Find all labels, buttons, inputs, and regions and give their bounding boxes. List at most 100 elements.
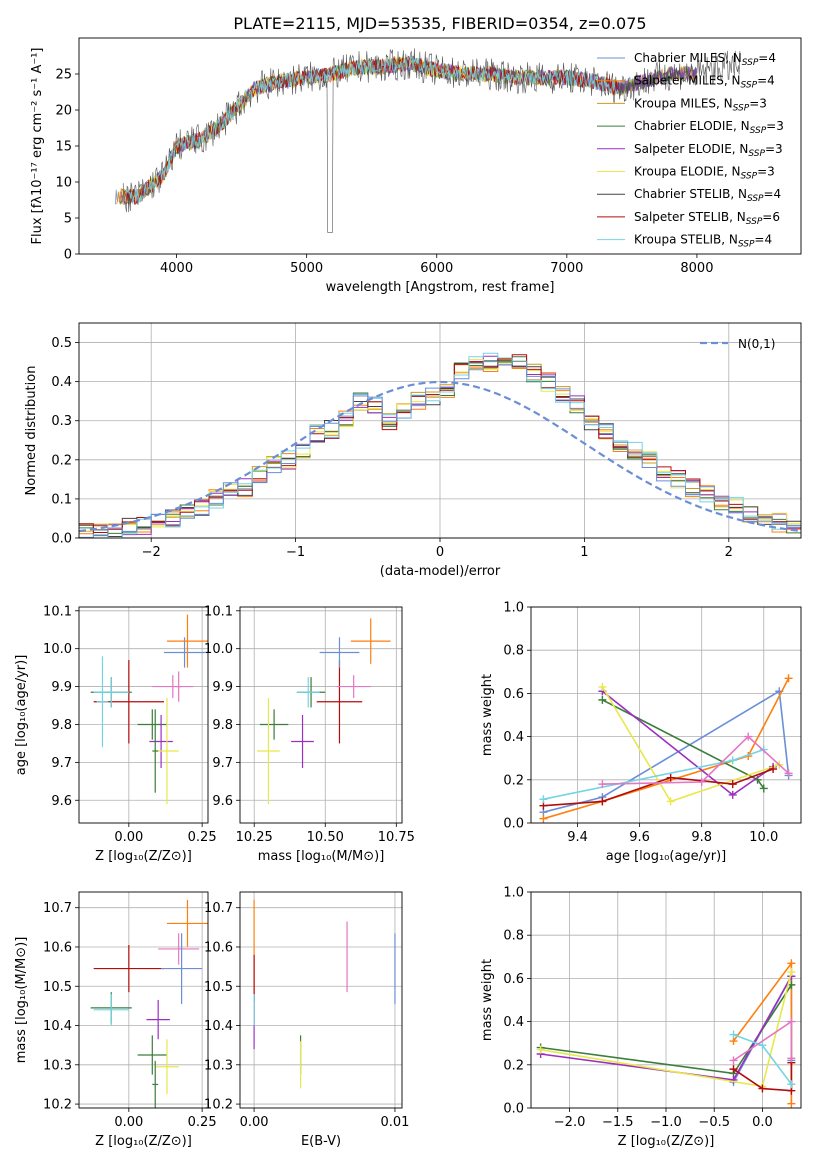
x-tick-label: −1.5 <box>602 1115 634 1130</box>
error-bar <box>93 677 129 708</box>
y-tick-label: 1.0 <box>503 601 524 616</box>
y-tick-label: 10.5 <box>204 980 233 995</box>
x-tick-label: 0.01 <box>380 1115 409 1130</box>
error-bar <box>137 1035 167 1075</box>
legend-label: Salpeter MILES, NSSP=4 <box>634 74 775 91</box>
x-axis-label: Z [log₁₀(Z/Z⊙)] <box>95 849 192 864</box>
error-bar <box>161 933 203 1004</box>
legend-label: N(0,1) <box>738 337 775 351</box>
x-axis-label: Z [log₁₀(Z/Z⊙)] <box>95 1134 192 1149</box>
weight-line <box>543 748 765 800</box>
y-tick-label: 0.0 <box>51 532 72 547</box>
error-bar <box>149 715 173 769</box>
x-axis-label: wavelength [Angstrom, rest frame] <box>326 280 555 295</box>
panel-age-vs-Z: 0.00 0.25 9.6 9.7 9.8 9.9 10.0 10.1 Z [log₁₀(Z/Z… <box>14 604 217 864</box>
y-tick-label: 10.7 <box>43 901 72 916</box>
weight-line <box>733 1062 793 1092</box>
weight-marker <box>787 1017 796 1026</box>
y-tick-label: 10.7 <box>204 901 233 916</box>
x-tick-label: 6000 <box>420 261 453 276</box>
panel-weight-vs-Z: −2.0 −1.5 −1.0 −0.5 0.0 0.0 0.2 0.4 0.6 0.8 1.0 Z [… <box>480 886 801 1149</box>
weight-line <box>602 735 790 785</box>
axes-frame <box>530 891 802 1109</box>
x-tick-label: −1 <box>286 545 305 560</box>
histogram-step <box>79 360 801 538</box>
weight-marker <box>598 695 607 704</box>
y-tick-label: 10.6 <box>43 940 72 955</box>
x-tick-label: 8000 <box>680 261 713 276</box>
y-tick-label: 0.0 <box>503 1102 524 1117</box>
weight-marker <box>598 780 607 789</box>
y-tick-label: 10.3 <box>204 1058 233 1073</box>
x-tick-label: −0.5 <box>698 1115 730 1130</box>
axes-frame <box>239 891 403 1109</box>
weight-marker <box>598 797 607 806</box>
weight-marker <box>787 959 796 968</box>
x-tick-label: 0.00 <box>114 830 143 845</box>
y-tick-label: 9.7 <box>51 756 72 771</box>
x-tick-label: 1 <box>580 545 588 560</box>
x-axis-label: age [log₁₀(age/yr)] <box>606 849 727 864</box>
x-tick-label: 0.25 <box>188 830 217 845</box>
x-tick-label: 5000 <box>290 261 323 276</box>
weight-marker <box>759 745 768 754</box>
y-tick-label: 9.6 <box>212 794 233 809</box>
weight-marker <box>728 780 737 789</box>
y-axis-label: mass weight <box>480 674 495 756</box>
plot-area <box>257 618 391 805</box>
x-axis-label: (data-model)/error <box>380 564 501 579</box>
y-tick-label: 10.1 <box>43 604 72 619</box>
y-tick-label: 0.1 <box>51 492 72 507</box>
y-tick-label: 9.8 <box>212 718 233 733</box>
error-bar <box>152 709 159 793</box>
weight-marker <box>729 1056 738 1065</box>
weight-marker <box>539 814 548 823</box>
error-bar <box>152 1060 159 1108</box>
weight-marker <box>787 1099 796 1108</box>
panel-spectrum: 4000 5000 6000 7000 8000 0 5 10 15 20 25 wavelength… <box>30 48 784 296</box>
legend-label: Salpeter STELIB, NSSP=6 <box>634 210 780 227</box>
y-tick-label: 10.1 <box>204 604 233 619</box>
y-tick-label: 0.4 <box>503 730 524 745</box>
plot-area <box>115 48 741 233</box>
error-bar <box>137 709 167 740</box>
weight-marker <box>744 732 753 741</box>
x-tick-label: 10.0 <box>749 830 778 845</box>
y-axis-label: Normed distribution <box>24 366 39 496</box>
error-bar <box>155 1039 179 1095</box>
y-tick-label: 10.4 <box>204 1019 233 1034</box>
x-tick-label: 0 <box>436 545 444 560</box>
y-tick-label: 10.0 <box>204 642 233 657</box>
legend-label: Chabrier ELODIE, NSSP=3 <box>634 119 784 136</box>
y-tick-label: 9.9 <box>51 680 72 695</box>
weight-marker <box>769 765 778 773</box>
y-tick-label: 0.0 <box>503 817 524 832</box>
error-bar <box>93 945 165 993</box>
y-axis-label: age [log₁₀(age/yr)] <box>14 655 29 776</box>
x-axis-label: mass [log₁₀(M/M⊙)] <box>258 849 385 864</box>
y-tick-label: 10 <box>55 176 72 191</box>
y-tick-label: 0.4 <box>503 1015 524 1030</box>
spectrum-line <box>125 54 619 205</box>
weight-marker <box>758 1041 767 1050</box>
y-tick-label: 0.8 <box>503 644 524 659</box>
legend-label: Chabrier MILES, NSSP=4 <box>634 51 776 68</box>
weight-marker <box>759 784 768 793</box>
y-tick-label: 0.3 <box>51 414 72 429</box>
panel-residuals: −2 −1 0 1 2 0.0 0.1 0.2 0.3 0.4 0.5 (data-model)/er… <box>24 323 801 579</box>
x-tick-label: 0.25 <box>188 1115 217 1130</box>
weight-marker <box>784 769 793 778</box>
y-tick-label: 0.2 <box>503 773 524 788</box>
error-bar <box>175 671 182 702</box>
plot-area <box>539 674 793 823</box>
error-bar <box>93 994 129 1026</box>
x-tick-label: 10.50 <box>307 830 344 845</box>
legend-label: Chabrier STELIB, NSSP=4 <box>634 187 781 204</box>
gaussian-curve <box>79 380 801 533</box>
y-tick-label: 0.4 <box>51 375 72 390</box>
error-bar <box>296 677 320 708</box>
error-bar <box>319 637 360 668</box>
y-tick-label: 0 <box>64 248 72 263</box>
y-tick-label: 0.2 <box>503 1058 524 1073</box>
x-axis-label: Z [log₁₀(Z/Z⊙)] <box>618 1134 715 1149</box>
